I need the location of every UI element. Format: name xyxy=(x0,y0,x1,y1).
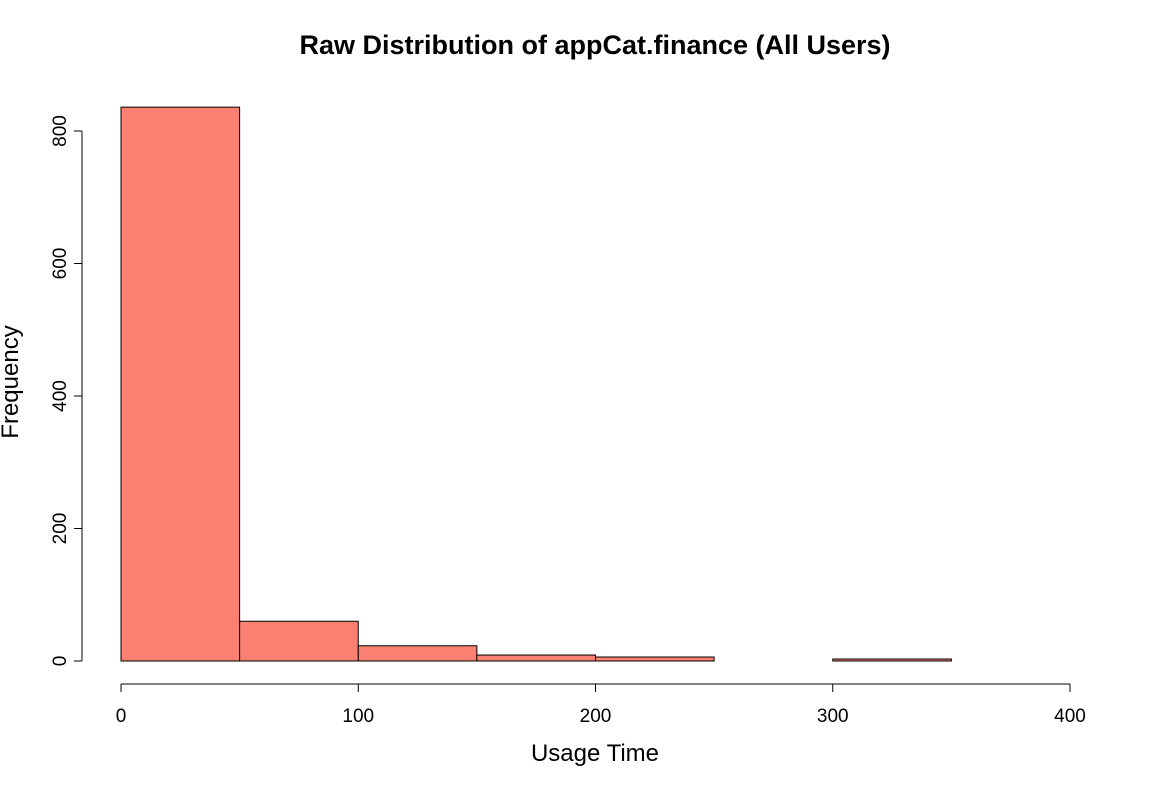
chart-title: Raw Distribution of appCat.finance (All … xyxy=(299,30,890,60)
y-tick-label: 200 xyxy=(50,513,71,545)
bars-group xyxy=(120,106,952,662)
y-axis-label: Frequency xyxy=(0,325,24,438)
x-axis: 0 100 200 300 400 xyxy=(116,683,1086,727)
y-tick-label: 800 xyxy=(50,115,71,147)
x-tick-label: 100 xyxy=(342,706,374,727)
y-tick-label: 600 xyxy=(50,248,71,280)
x-tick-label: 400 xyxy=(1054,706,1086,727)
y-tick-label: 400 xyxy=(50,380,71,412)
histogram-bar-2 xyxy=(357,645,478,662)
x-tick-label: 0 xyxy=(116,706,127,727)
histogram-bar-4 xyxy=(595,656,715,662)
histogram-bar-6 xyxy=(832,658,952,662)
histogram-bar-0 xyxy=(120,106,241,662)
histogram-bar-1 xyxy=(239,620,359,662)
histogram-bar-3 xyxy=(476,654,596,662)
x-tick-label: 200 xyxy=(580,706,612,727)
y-axis: 0 200 400 600 800 xyxy=(50,115,83,667)
x-axis-label: Usage Time xyxy=(531,740,659,767)
x-tick-label: 300 xyxy=(817,706,849,727)
y-tick-label: 0 xyxy=(50,656,71,667)
